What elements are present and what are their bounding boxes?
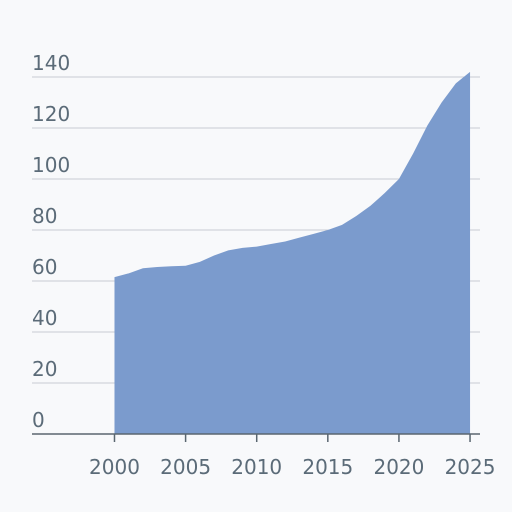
y-tick-label: 140 [32, 51, 70, 75]
y-tick-label: 100 [32, 153, 70, 177]
y-tick-label: 0 [32, 408, 45, 432]
y-tick-label: 40 [32, 306, 57, 330]
x-axis-ticks: 2000 2005 2010 2015 2020 2025 [89, 434, 495, 479]
y-tick-label: 20 [32, 357, 57, 381]
x-tick-label: 2015 [302, 455, 353, 479]
y-tick-label: 60 [32, 255, 57, 279]
x-tick-label: 2020 [373, 455, 424, 479]
y-tick-label: 120 [32, 102, 70, 126]
area-series [114, 71, 471, 435]
x-tick-label: 2010 [231, 455, 282, 479]
x-tick-label: 2025 [445, 455, 496, 479]
y-tick-label: 80 [32, 204, 57, 228]
y-axis-ticks: 0 20 40 60 80 100 120 140 [32, 51, 70, 432]
x-tick-label: 2005 [160, 455, 211, 479]
x-tick-label: 2000 [89, 455, 140, 479]
